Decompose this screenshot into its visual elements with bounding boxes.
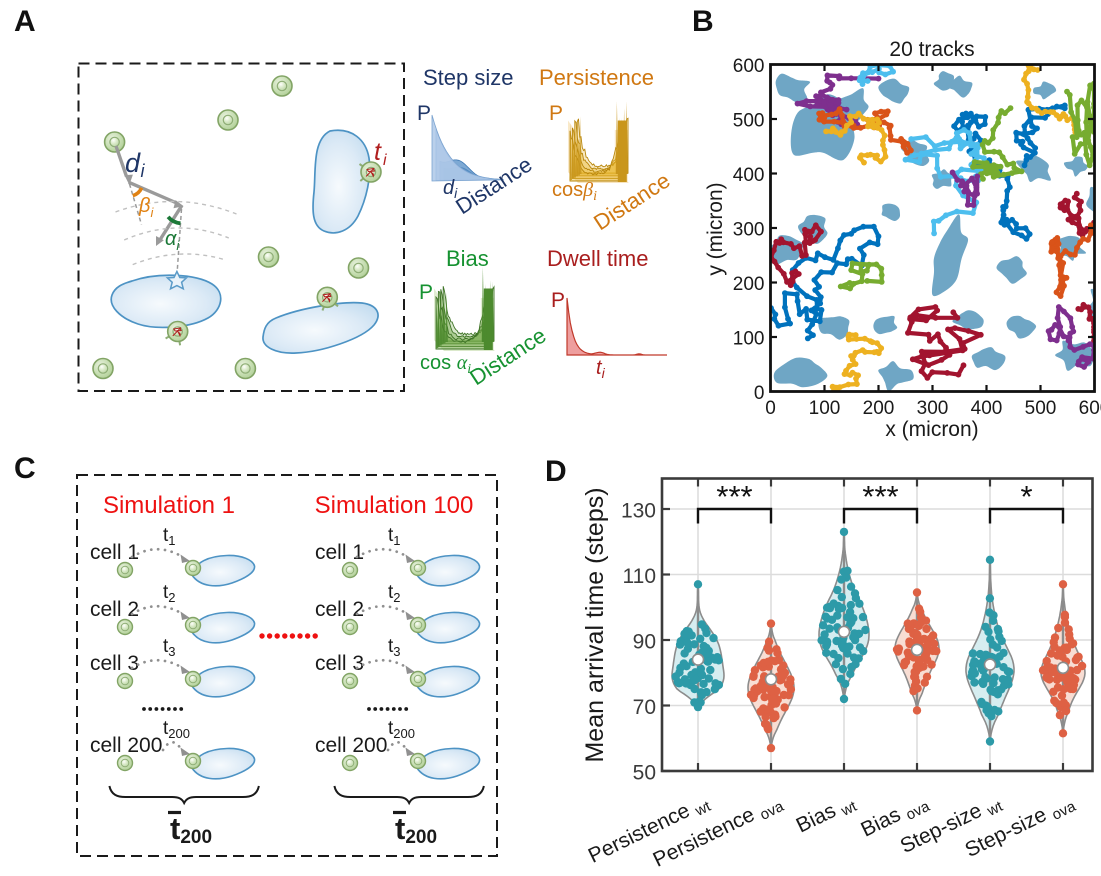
svg-text:P: P	[549, 102, 563, 125]
svg-text:A: A	[14, 5, 36, 38]
svg-text:300: 300	[917, 398, 949, 419]
svg-text:100: 100	[809, 398, 841, 419]
svg-text:y (micron): y (micron)	[704, 182, 727, 275]
svg-text:ti: ti	[596, 357, 606, 381]
svg-text:100: 100	[733, 329, 765, 350]
svg-text:Simulation 1: Simulation 1	[103, 492, 235, 519]
svg-text:90: 90	[633, 631, 656, 654]
svg-text:cell 2: cell 2	[315, 598, 364, 621]
svg-text:P: P	[417, 102, 431, 125]
svg-text:20 tracks: 20 tracks	[889, 38, 974, 61]
svg-text:Simulation 100: Simulation 100	[315, 492, 474, 519]
svg-text:cell 1: cell 1	[90, 541, 139, 564]
svg-text:βi: βi	[138, 195, 154, 220]
svg-text:Mean arrival time (steps): Mean arrival time (steps)	[581, 487, 609, 762]
svg-text:200: 200	[733, 274, 765, 295]
svg-text:cell 3: cell 3	[90, 652, 139, 675]
svg-text:D: D	[545, 455, 567, 488]
svg-text:cell 2: cell 2	[90, 598, 139, 621]
svg-text:cell 1: cell 1	[315, 541, 364, 564]
svg-text:x (micron): x (micron)	[885, 418, 978, 441]
svg-text:200: 200	[863, 398, 895, 419]
svg-text:600: 600	[733, 56, 765, 77]
svg-text:***: ***	[716, 479, 752, 514]
svg-text:130: 130	[621, 500, 656, 523]
svg-text:P: P	[419, 281, 433, 304]
svg-text:cos αi: cos αi	[420, 352, 471, 377]
svg-text:cell 3: cell 3	[315, 652, 364, 675]
svg-text:Step size: Step size	[423, 65, 514, 90]
svg-text:P: P	[551, 289, 565, 312]
svg-text:0: 0	[765, 398, 776, 419]
svg-text:500: 500	[1025, 398, 1057, 419]
svg-text:cell 200: cell 200	[315, 734, 387, 757]
svg-text:Bias: Bias	[446, 246, 489, 271]
svg-text:600: 600	[1079, 398, 1101, 419]
svg-text:Persistence: Persistence	[539, 65, 654, 90]
svg-text:C: C	[14, 452, 36, 485]
svg-text:70: 70	[633, 696, 656, 719]
svg-text:400: 400	[971, 398, 1003, 419]
svg-text:*: *	[1020, 479, 1032, 514]
svg-text:0: 0	[754, 383, 765, 404]
svg-text:cosβi: cosβi	[552, 179, 597, 204]
svg-text:400: 400	[733, 165, 765, 186]
svg-text:300: 300	[733, 220, 765, 241]
svg-text:500: 500	[733, 111, 765, 132]
svg-text:50: 50	[633, 762, 656, 785]
svg-text:110: 110	[623, 565, 656, 588]
svg-text:B: B	[692, 5, 714, 38]
svg-text:cell 200: cell 200	[90, 734, 162, 757]
svg-text:Dwell time: Dwell time	[547, 246, 648, 271]
svg-text:***: ***	[862, 479, 898, 514]
